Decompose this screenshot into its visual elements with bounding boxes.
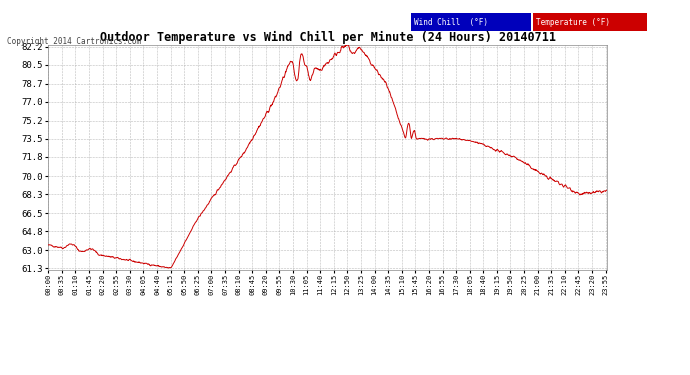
- Text: Temperature (°F): Temperature (°F): [536, 18, 610, 27]
- Title: Outdoor Temperature vs Wind Chill per Minute (24 Hours) 20140711: Outdoor Temperature vs Wind Chill per Mi…: [100, 31, 555, 44]
- Text: Copyright 2014 Cartronics.com: Copyright 2014 Cartronics.com: [7, 38, 141, 46]
- Text: Wind Chill  (°F): Wind Chill (°F): [414, 18, 488, 27]
